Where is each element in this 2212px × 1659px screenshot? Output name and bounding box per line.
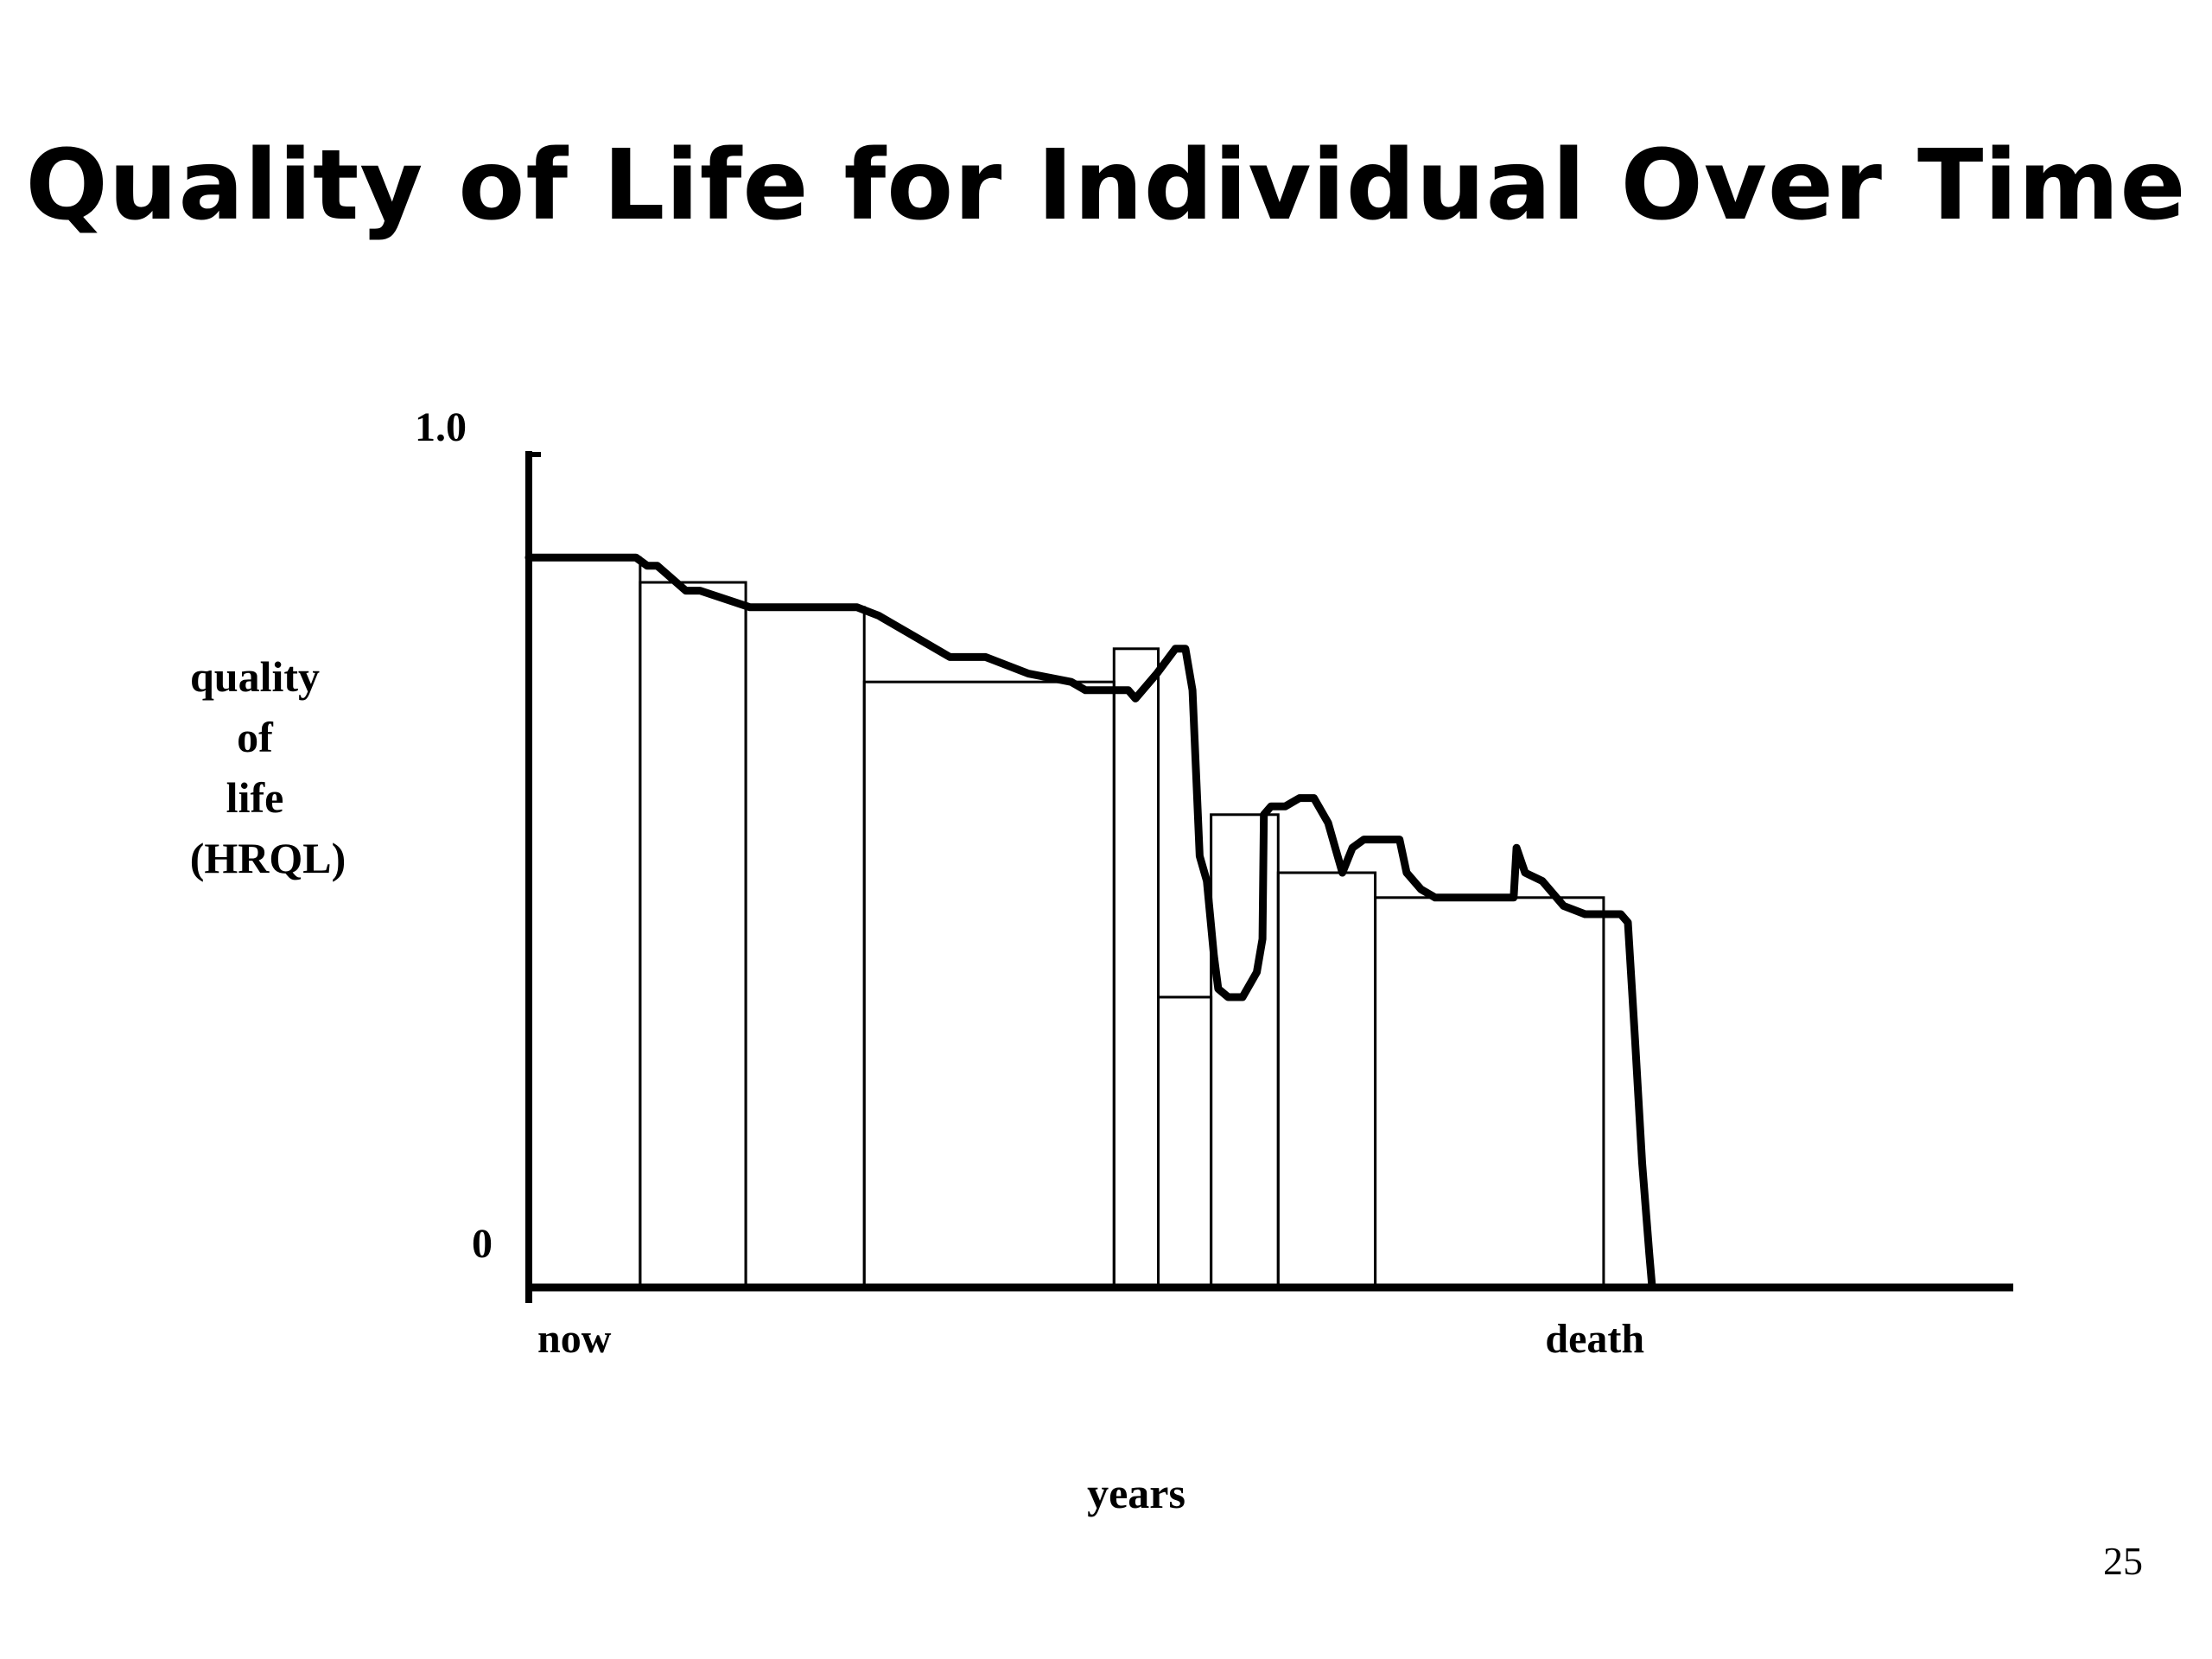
x-axis-label: years — [1087, 1469, 1185, 1517]
step-bar-2 — [639, 581, 747, 1289]
y-axis-label-line-4: (HRQL) — [190, 834, 346, 882]
step-bar-3 — [744, 606, 866, 1289]
step-bar-8 — [1276, 871, 1377, 1289]
step-bar-9 — [1374, 896, 1605, 1289]
slide-title: Quality of Life for Individual Over Time — [25, 130, 2187, 242]
y-axis-label-line-1: quality — [190, 652, 320, 701]
qol-line — [524, 553, 1656, 1292]
x-tick-label-1: now — [537, 1316, 612, 1362]
y-axis-label-line-2: of — [237, 713, 274, 761]
x-tick-label-2: death — [1545, 1316, 1644, 1362]
y-tick-label-1: 0 — [472, 1221, 493, 1267]
y-tick-label-2: 1.0 — [415, 404, 467, 450]
step-bar-6 — [1156, 995, 1213, 1289]
step-bar-5 — [1112, 647, 1160, 1289]
y-axis-label-line-3: life — [226, 773, 284, 822]
step-bar-1 — [527, 556, 642, 1289]
step-bar-7 — [1210, 813, 1280, 1289]
page-number: 25 — [2103, 1539, 2143, 1583]
step-bar-4 — [862, 680, 1116, 1289]
